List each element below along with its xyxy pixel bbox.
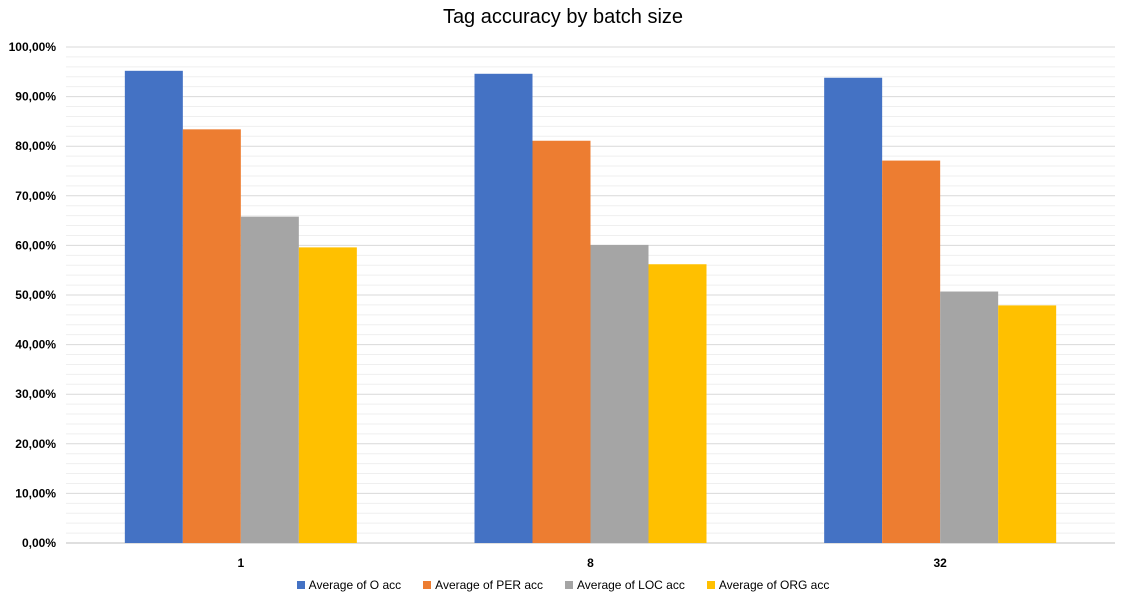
legend-label: Average of PER acc: [435, 578, 543, 592]
x-tick-label: 8: [587, 556, 594, 570]
legend-swatch: [565, 581, 573, 589]
y-tick-label: 30,00%: [15, 387, 56, 401]
bar: [240, 216, 299, 543]
y-tick-label: 40,00%: [15, 338, 56, 352]
legend-label: Average of O acc: [308, 578, 402, 592]
bar: [882, 160, 941, 544]
bar: [824, 77, 883, 543]
y-tick-label: 10,00%: [15, 486, 56, 500]
legend-item: Average of PER acc: [423, 578, 543, 592]
y-tick-label: 100,00%: [9, 40, 57, 54]
y-tick-label: 20,00%: [15, 437, 56, 451]
bar: [590, 244, 649, 544]
legend-item: Average of ORG acc: [706, 578, 830, 592]
legend-label: Average of LOC acc: [577, 578, 685, 592]
legend-label: Average of ORG acc: [718, 578, 830, 592]
bar: [648, 264, 707, 543]
y-tick-label: 80,00%: [15, 139, 56, 153]
bar: [998, 305, 1057, 543]
legend-swatch: [706, 581, 715, 589]
y-tick-label: 50,00%: [15, 288, 56, 302]
legend-swatch: [423, 581, 432, 589]
legend-swatch: [296, 581, 305, 589]
chart-title: Tag accuracy by batch size: [442, 6, 684, 28]
bar: [124, 70, 183, 544]
bar: [474, 73, 533, 543]
bar: [298, 247, 357, 543]
bar: [532, 140, 591, 543]
legend: Average of O acc Average of PER acc Averag…: [0, 578, 1126, 592]
bar: [182, 129, 241, 543]
x-tick-label: 32: [933, 556, 947, 570]
y-tick-label: 0,00%: [22, 536, 56, 550]
x-tick-label: 1: [237, 556, 244, 570]
legend-item: Average of O acc: [296, 578, 402, 592]
y-tick-label: 60,00%: [15, 238, 56, 252]
y-tick-label: 90,00%: [15, 90, 56, 104]
legend-item: Average of LOC acc: [565, 578, 685, 592]
bar: [940, 291, 999, 543]
y-tick-label: 70,00%: [15, 189, 56, 203]
